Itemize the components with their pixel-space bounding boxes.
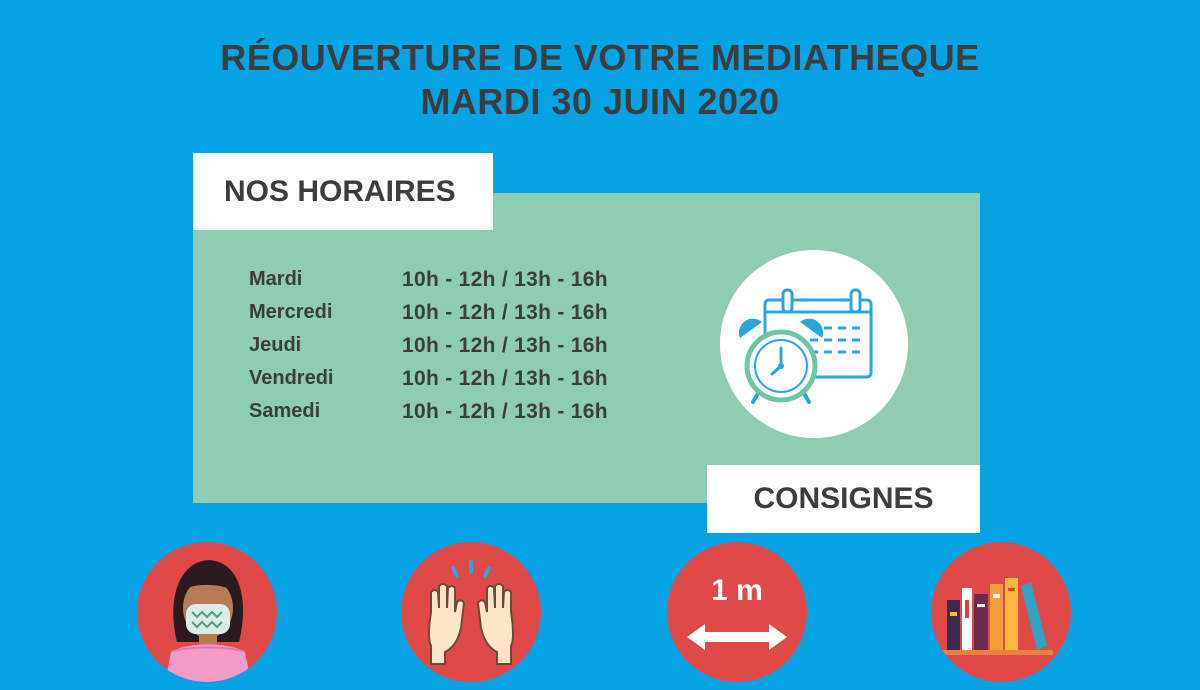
distance-label: 1 m [711, 574, 763, 607]
schedule-day: Samedi [249, 400, 321, 422]
schedule-row: Vendredi 10h - 12h / 13h - 16h [249, 362, 608, 395]
washed-hands-icon [401, 542, 541, 682]
schedule-time: 10h - 12h / 13h - 16h [402, 267, 608, 291]
schedule-day: Vendredi [249, 367, 334, 389]
hours-heading: NOS HORAIRES [193, 153, 493, 230]
schedule-day: Mardi [249, 268, 303, 290]
schedule-row: Samedi 10h - 12h / 13h - 16h [249, 395, 608, 428]
schedule-row: Mardi 10h - 12h / 13h - 16h [249, 263, 608, 296]
schedule-time: 10h - 12h / 13h - 16h [402, 399, 608, 423]
schedule-time: 10h - 12h / 13h - 16h [402, 300, 608, 324]
title-line-2: MARDI 30 JUIN 2020 [420, 81, 780, 122]
schedule-row: Mercredi 10h - 12h / 13h - 16h [249, 296, 608, 329]
schedule-day: Mercredi [249, 301, 333, 323]
schedule-day: Jeudi [249, 334, 302, 356]
calendar-clock-icon [720, 250, 908, 438]
schedule-time: 10h - 12h / 13h - 16h [402, 366, 608, 390]
title-line-1: RÉOUVERTURE DE VOTRE MEDIATHEQUE [220, 37, 980, 78]
masked-woman-icon [137, 542, 277, 682]
distance-icon: 1 m [667, 542, 807, 682]
rules-heading: CONSIGNES [707, 465, 980, 533]
schedule-time: 10h - 12h / 13h - 16h [402, 333, 608, 357]
books-icon [931, 542, 1071, 682]
schedule-list: Mardi 10h - 12h / 13h - 16h Mercredi 10h… [249, 263, 608, 428]
page-title: RÉOUVERTURE DE VOTRE MEDIATHEQUE MARDI 3… [0, 36, 1200, 124]
schedule-row: Jeudi 10h - 12h / 13h - 16h [249, 329, 608, 362]
